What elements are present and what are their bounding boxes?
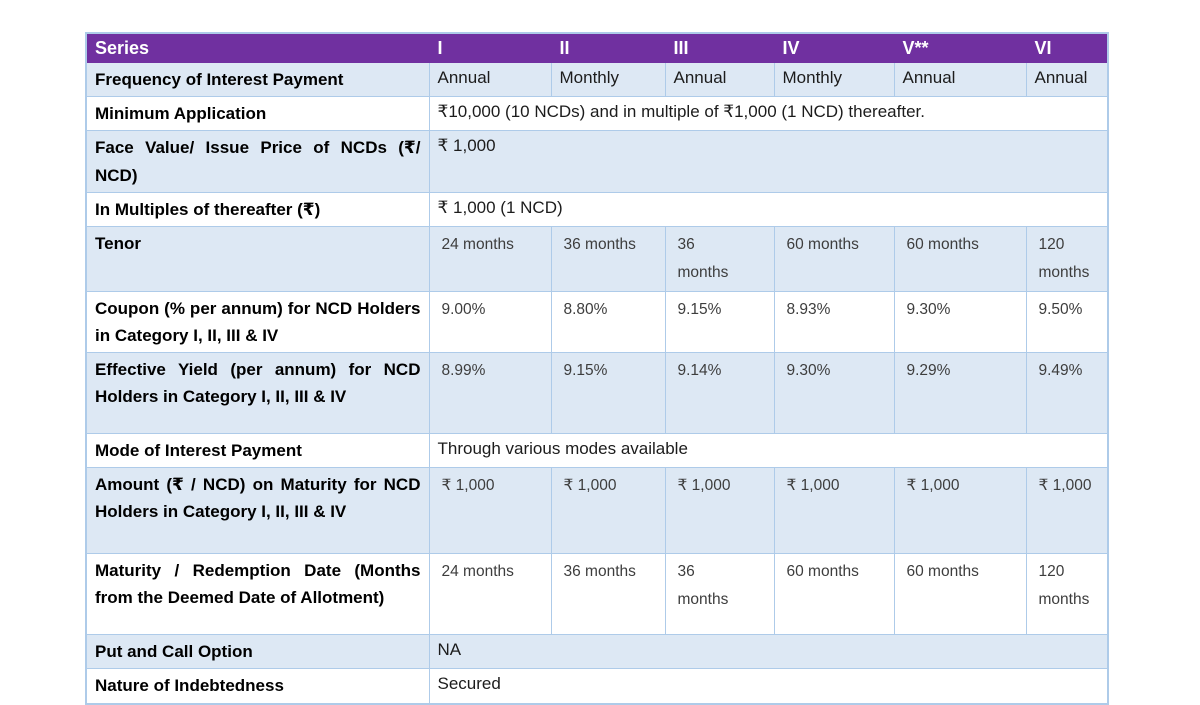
cell-effective-yield: 9.30% (773, 352, 895, 435)
cell-maturity-date: 120 months (1025, 553, 1109, 636)
cell-put-and-call: NA (428, 634, 1109, 670)
row-put-and-call-option: Put and Call Option NA (85, 634, 1109, 670)
cell-amount-on-maturity: ₹ 1,000 (664, 467, 775, 555)
row-label: Face Value/ Issue Price of NCDs (₹/ NCD) (85, 130, 430, 193)
table-header-row: Series I II III IV V** VI (85, 32, 1109, 63)
cell-amount-on-maturity: ₹ 1,000 (893, 467, 1027, 555)
header-series-i: I (428, 32, 552, 63)
cell-frequency: Monthly (550, 61, 666, 98)
cell-frequency: Annual (428, 61, 552, 98)
cell-minimum-application: ₹10,000 (10 NCDs) and in multiple of ₹1,… (428, 96, 1109, 132)
row-label: Effective Yield (per annum) for NCD Hold… (85, 352, 430, 435)
cell-frequency: Annual (664, 61, 775, 98)
cell-in-multiples: ₹ 1,000 (1 NCD) (428, 191, 1109, 227)
cell-effective-yield: 8.99% (428, 352, 552, 435)
row-label: Coupon (% per annum) for NCD Holders in … (85, 290, 430, 354)
row-label: Minimum Application (85, 96, 430, 132)
cell-effective-yield: 9.15% (550, 352, 666, 435)
cell-coupon: 9.00% (428, 290, 552, 354)
header-series-label: Series (85, 32, 430, 63)
cell-maturity-date: 60 months (773, 553, 895, 636)
row-label: Tenor (85, 225, 430, 292)
row-tenor: Tenor 24 months 36 months 36 months 60 m… (85, 225, 1109, 292)
cell-coupon: 8.93% (773, 290, 895, 354)
cell-tenor: 60 months (773, 225, 895, 292)
cell-amount-on-maturity: ₹ 1,000 (550, 467, 666, 555)
cell-face-value: ₹ 1,000 (428, 130, 1109, 193)
cell-mode-of-interest: Through various modes available (428, 433, 1109, 469)
header-series-iv: IV (773, 32, 895, 63)
cell-tenor: 36 months (664, 225, 775, 292)
cell-amount-on-maturity: ₹ 1,000 (1025, 467, 1109, 555)
row-label: In Multiples of thereafter (₹) (85, 191, 430, 227)
cell-effective-yield: 9.29% (893, 352, 1027, 435)
cell-coupon: 9.50% (1025, 290, 1109, 354)
cell-coupon: 9.15% (664, 290, 775, 354)
cell-tenor: 36 months (550, 225, 666, 292)
cell-tenor: 24 months (428, 225, 552, 292)
row-label: Put and Call Option (85, 634, 430, 670)
cell-effective-yield: 9.14% (664, 352, 775, 435)
cell-tenor: 120 months (1025, 225, 1109, 292)
row-face-value-issue-price: Face Value/ Issue Price of NCDs (₹/ NCD)… (85, 130, 1109, 193)
row-label: Frequency of Interest Payment (85, 61, 430, 98)
header-series-vi: VI (1025, 32, 1109, 63)
row-label: Amount (₹ / NCD) on Maturity for NCD Hol… (85, 467, 430, 555)
cell-amount-on-maturity: ₹ 1,000 (428, 467, 552, 555)
cell-nature-of-indebtedness: Secured (428, 668, 1109, 705)
cell-amount-on-maturity: ₹ 1,000 (773, 467, 895, 555)
cell-maturity-date: 36 months (664, 553, 775, 636)
header-series-iii: III (664, 32, 775, 63)
row-maturity-redemption-date: Maturity / Redemption Date (Months from … (85, 553, 1109, 636)
ncd-series-table-container: Series I II III IV V** VI Frequency of I… (85, 32, 1109, 705)
ncd-series-table: Series I II III IV V** VI Frequency of I… (85, 32, 1109, 705)
cell-frequency: Annual (1025, 61, 1109, 98)
cell-frequency: Monthly (773, 61, 895, 98)
row-effective-yield: Effective Yield (per annum) for NCD Hold… (85, 352, 1109, 435)
cell-effective-yield: 9.49% (1025, 352, 1109, 435)
row-minimum-application: Minimum Application ₹10,000 (10 NCDs) an… (85, 96, 1109, 132)
cell-maturity-date: 60 months (893, 553, 1027, 636)
cell-tenor: 60 months (893, 225, 1027, 292)
cell-coupon: 8.80% (550, 290, 666, 354)
header-series-ii: II (550, 32, 666, 63)
cell-coupon: 9.30% (893, 290, 1027, 354)
row-frequency-of-interest-payment: Frequency of Interest Payment Annual Mon… (85, 61, 1109, 98)
row-coupon: Coupon (% per annum) for NCD Holders in … (85, 290, 1109, 354)
cell-maturity-date: 24 months (428, 553, 552, 636)
header-series-v: V** (893, 32, 1027, 63)
row-amount-on-maturity: Amount (₹ / NCD) on Maturity for NCD Hol… (85, 467, 1109, 555)
row-label: Maturity / Redemption Date (Months from … (85, 553, 430, 636)
cell-maturity-date: 36 months (550, 553, 666, 636)
cell-frequency: Annual (893, 61, 1027, 98)
row-mode-of-interest-payment: Mode of Interest Payment Through various… (85, 433, 1109, 469)
row-in-multiples-thereafter: In Multiples of thereafter (₹) ₹ 1,000 (… (85, 191, 1109, 227)
row-nature-of-indebtedness: Nature of Indebtedness Secured (85, 668, 1109, 705)
row-label: Mode of Interest Payment (85, 433, 430, 469)
row-label: Nature of Indebtedness (85, 668, 430, 705)
